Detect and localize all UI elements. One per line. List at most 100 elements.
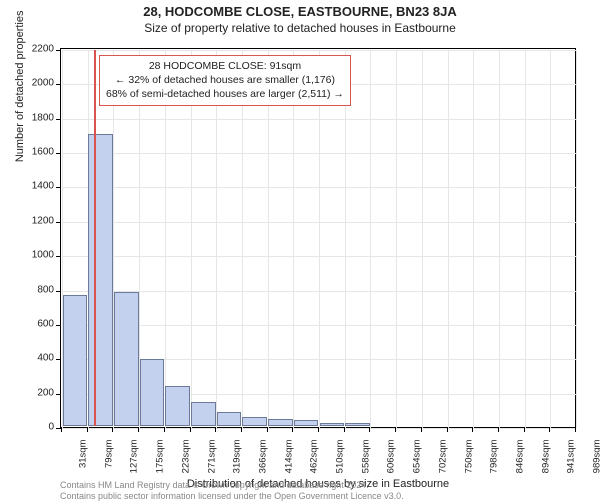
- x-tick-label: 462sqm: [309, 440, 320, 484]
- grid-vertical: [370, 50, 371, 428]
- y-tick-mark: [56, 153, 61, 154]
- histogram-bar: [345, 423, 370, 426]
- y-tick-label: 800: [20, 284, 54, 295]
- page-title: 28, HODCOMBE CLOSE, EASTBOURNE, BN23 8JA: [0, 4, 600, 19]
- x-tick-label: 271sqm: [206, 440, 217, 484]
- x-tick-mark: [369, 427, 370, 432]
- x-tick-label: 606sqm: [386, 440, 397, 484]
- x-tick-label: 846sqm: [514, 440, 525, 484]
- histogram-bar: [114, 292, 139, 426]
- histogram-bar: [217, 412, 242, 426]
- grid-horizontal: [62, 428, 576, 429]
- x-tick-mark: [267, 427, 268, 432]
- y-tick-mark: [56, 291, 61, 292]
- x-tick-mark: [164, 427, 165, 432]
- x-tick-mark: [215, 427, 216, 432]
- grid-vertical: [576, 50, 577, 428]
- x-tick-mark: [241, 427, 242, 432]
- y-tick-label: 600: [20, 318, 54, 329]
- x-tick-mark: [61, 427, 62, 432]
- annotation-box: 28 HODCOMBE CLOSE: 91sqm← 32% of detache…: [99, 55, 351, 106]
- grid-horizontal: [62, 187, 576, 188]
- grid-vertical: [191, 50, 192, 428]
- y-tick-mark: [56, 187, 61, 188]
- grid-vertical: [499, 50, 500, 428]
- grid-horizontal: [62, 119, 576, 120]
- attribution-line2: Contains public sector information licen…: [60, 491, 404, 502]
- y-tick-label: 2000: [20, 78, 54, 89]
- x-tick-mark: [421, 427, 422, 432]
- y-tick-label: 1400: [20, 181, 54, 192]
- x-tick-label: 175sqm: [155, 440, 166, 484]
- x-tick-label: 894sqm: [540, 440, 551, 484]
- histogram-bar: [294, 420, 319, 426]
- grid-horizontal: [62, 325, 576, 326]
- y-tick-label: 200: [20, 387, 54, 398]
- x-tick-label: 654sqm: [412, 440, 423, 484]
- grid-vertical: [293, 50, 294, 428]
- y-tick-mark: [56, 325, 61, 326]
- x-tick-label: 79sqm: [103, 440, 114, 484]
- x-tick-mark: [292, 427, 293, 432]
- page-subtitle: Size of property relative to detached ho…: [0, 21, 600, 35]
- histogram-bar: [268, 419, 293, 426]
- grid-vertical: [216, 50, 217, 428]
- histogram-bar: [63, 295, 88, 426]
- grid-vertical: [525, 50, 526, 428]
- x-tick-label: 941sqm: [566, 440, 577, 484]
- grid-vertical: [319, 50, 320, 428]
- plot-area: 28 HODCOMBE CLOSE: 91sqm← 32% of detache…: [60, 48, 576, 428]
- y-tick-mark: [56, 119, 61, 120]
- x-tick-mark: [472, 427, 473, 432]
- x-tick-label: 989sqm: [592, 440, 600, 484]
- grid-horizontal: [62, 291, 576, 292]
- x-tick-label: 31sqm: [78, 440, 89, 484]
- x-tick-label: 558sqm: [360, 440, 371, 484]
- annotation-line: 68% of semi-detached houses are larger (…: [106, 87, 344, 101]
- x-tick-mark: [112, 427, 113, 432]
- histogram-bar: [140, 359, 165, 426]
- y-tick-label: 1600: [20, 147, 54, 158]
- x-tick-mark: [395, 427, 396, 432]
- histogram-bar: [242, 417, 267, 426]
- grid-vertical: [448, 50, 449, 428]
- grid-vertical: [473, 50, 474, 428]
- grid-vertical: [345, 50, 346, 428]
- grid-vertical: [396, 50, 397, 428]
- annotation-line: ← 32% of detached houses are smaller (1,…: [106, 73, 344, 87]
- x-tick-mark: [318, 427, 319, 432]
- annotation-line: 28 HODCOMBE CLOSE: 91sqm: [106, 59, 344, 73]
- grid-vertical: [242, 50, 243, 428]
- y-tick-label: 1000: [20, 250, 54, 261]
- y-tick-mark: [56, 359, 61, 360]
- x-tick-label: 366sqm: [257, 440, 268, 484]
- histogram-bar: [191, 402, 216, 426]
- highlight-line: [94, 50, 96, 426]
- x-tick-label: 750sqm: [463, 440, 474, 484]
- x-tick-mark: [87, 427, 88, 432]
- grid-horizontal: [62, 50, 576, 51]
- y-tick-label: 1200: [20, 215, 54, 226]
- x-tick-label: 510sqm: [335, 440, 346, 484]
- grid-vertical: [268, 50, 269, 428]
- x-tick-mark: [344, 427, 345, 432]
- attribution-text: Contains HM Land Registry data © Crown c…: [60, 480, 404, 502]
- y-tick-mark: [56, 84, 61, 85]
- x-tick-mark: [190, 427, 191, 432]
- x-tick-label: 798sqm: [489, 440, 500, 484]
- x-tick-label: 414sqm: [283, 440, 294, 484]
- attribution-line1: Contains HM Land Registry data © Crown c…: [60, 480, 404, 491]
- grid-vertical: [550, 50, 551, 428]
- x-tick-mark: [138, 427, 139, 432]
- y-tick-label: 400: [20, 353, 54, 364]
- y-tick-label: 1800: [20, 112, 54, 123]
- x-tick-mark: [549, 427, 550, 432]
- y-tick-mark: [56, 222, 61, 223]
- x-tick-mark: [447, 427, 448, 432]
- histogram-bar: [320, 423, 345, 426]
- grid-vertical: [165, 50, 166, 428]
- x-tick-label: 702sqm: [437, 440, 448, 484]
- grid-horizontal: [62, 256, 576, 257]
- histogram-bar: [88, 134, 113, 426]
- y-tick-label: 2200: [20, 44, 54, 55]
